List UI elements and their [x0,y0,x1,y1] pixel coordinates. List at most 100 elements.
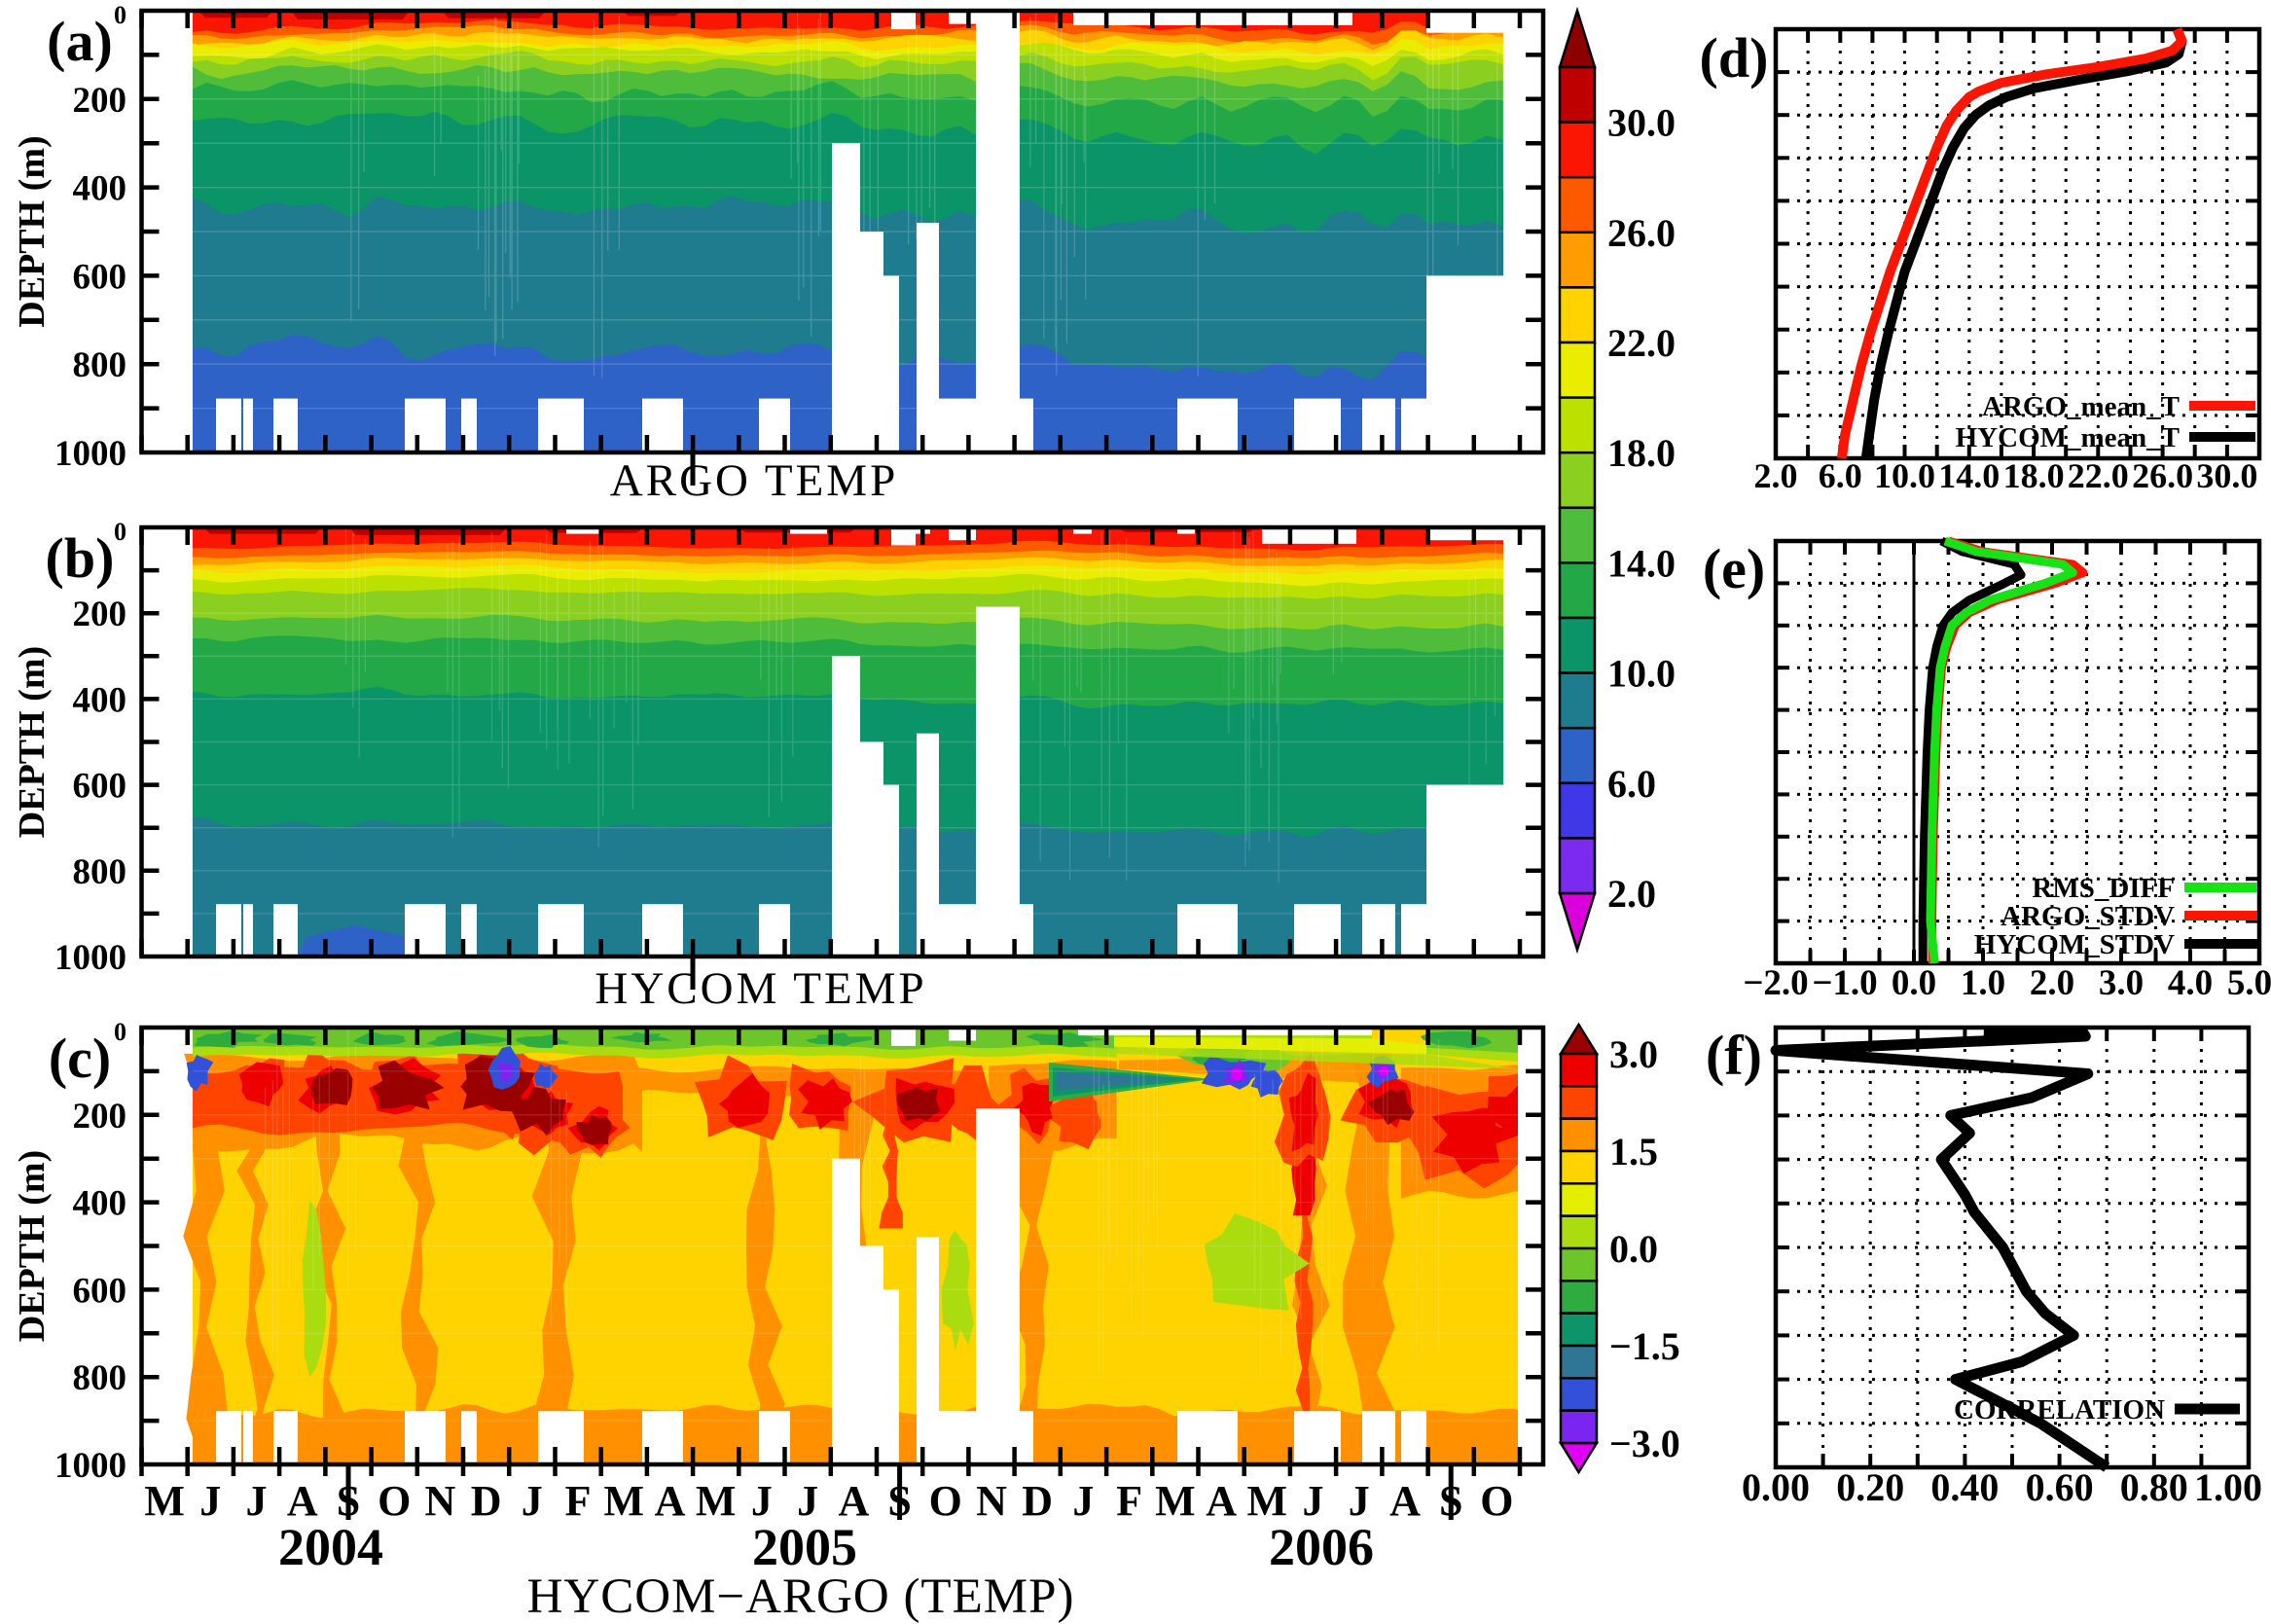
svg-text:A: A [1206,1477,1237,1525]
svg-text:22.0: 22.0 [1607,321,1676,365]
svg-text:2.0: 2.0 [2030,963,2074,1003]
svg-text:A: A [655,1477,686,1525]
svg-text:J: J [522,1477,543,1525]
svg-text:F: F [565,1477,592,1525]
svg-text:DEPTH (m): DEPTH (m) [12,135,53,327]
svg-text:30.0: 30.0 [2196,456,2257,495]
svg-text:400: 400 [73,169,127,209]
svg-text:A: A [839,1477,870,1525]
svg-text:18.0: 18.0 [2003,456,2065,495]
svg-text:M: M [1155,1477,1196,1525]
svg-text:(c): (c) [49,1027,111,1090]
svg-text:(b): (b) [46,526,115,590]
svg-text:N: N [425,1477,456,1525]
svg-text:200: 200 [73,81,127,121]
svg-text:M: M [604,1477,645,1525]
svg-text:A: A [1389,1477,1421,1525]
svg-text:J: J [1349,1477,1370,1525]
svg-text:800: 800 [73,345,127,385]
svg-text:O: O [929,1477,962,1525]
svg-text:ARGO TEMP: ARGO TEMP [610,455,898,506]
svg-text:30.0: 30.0 [1607,101,1676,145]
svg-text:14.0: 14.0 [1938,456,2000,495]
svg-text:D: D [1022,1477,1053,1525]
svg-text:1.00: 1.00 [2194,1465,2262,1509]
svg-text:2.0: 2.0 [1607,872,1656,916]
svg-text:2005: 2005 [752,1518,857,1576]
svg-text:N: N [976,1477,1007,1525]
svg-text:HYCOM_mean_T: HYCOM_mean_T [1956,422,2180,453]
svg-text:0.60: 0.60 [2026,1465,2094,1509]
svg-text:J: J [797,1477,818,1525]
svg-text:J: J [246,1477,268,1525]
svg-text:3.0: 3.0 [2099,963,2144,1003]
svg-text:J: J [1072,1477,1094,1525]
svg-text:400: 400 [73,680,127,720]
svg-text:400: 400 [73,1184,127,1224]
svg-text:1000: 1000 [54,1446,126,1486]
svg-text:−2.0: −2.0 [1743,963,1808,1003]
svg-text:J: J [751,1477,773,1525]
svg-text:DEPTH (m): DEPTH (m) [12,646,53,838]
svg-text:ARGO_mean_T: ARGO_mean_T [1982,391,2180,422]
svg-text:0.0: 0.0 [1892,963,1936,1003]
svg-text:HYCOM−ARGO (TEMP): HYCOM−ARGO (TEMP) [527,1570,1075,1624]
svg-text:3.0: 3.0 [1609,1032,1658,1076]
svg-text:0.40: 0.40 [1930,1465,1999,1509]
svg-text:600: 600 [73,1271,127,1311]
svg-text:(e): (e) [1703,537,1765,600]
svg-text:22.0: 22.0 [2068,456,2129,495]
svg-text:0.80: 0.80 [2120,1465,2188,1509]
svg-text:600: 600 [73,257,127,297]
svg-text:CORRELATION: CORRELATION [1954,1394,2165,1426]
svg-text:O: O [1480,1477,1513,1525]
svg-text:HYCOM TEMP: HYCOM TEMP [595,963,926,1014]
svg-text:6.0: 6.0 [1607,762,1656,806]
svg-text:800: 800 [73,1358,127,1398]
svg-text:200: 200 [73,595,127,634]
svg-text:1000: 1000 [54,434,126,474]
svg-text:M: M [1247,1477,1288,1525]
svg-text:HYCOM_STDV: HYCOM_STDV [1974,929,2175,960]
svg-text:0: 0 [114,1,126,29]
svg-text:−3.0: −3.0 [1609,1422,1680,1465]
svg-text:600: 600 [73,767,127,807]
svg-text:800: 800 [73,852,127,892]
svg-text:2.0: 2.0 [1754,456,1798,495]
svg-text:RMS_DIFF: RMS_DIFF [2032,873,2175,904]
svg-text:J: J [199,1477,221,1525]
svg-text:26.0: 26.0 [1607,211,1676,255]
svg-text:O: O [378,1477,411,1525]
svg-text:0.0: 0.0 [1609,1227,1658,1271]
svg-text:J: J [1303,1477,1324,1525]
svg-text:18.0: 18.0 [1607,431,1676,475]
svg-text:0.20: 0.20 [1836,1465,1904,1509]
svg-text:−1.5: −1.5 [1609,1324,1680,1368]
svg-text:2006: 2006 [1269,1518,1374,1576]
svg-text:4.0: 4.0 [2168,963,2213,1003]
svg-text:A: A [287,1477,318,1525]
svg-text:(f): (f) [1706,1024,1762,1087]
svg-text:26.0: 26.0 [2132,456,2193,495]
svg-text:(a): (a) [47,10,113,73]
svg-text:1.0: 1.0 [1961,963,2005,1003]
svg-text:6.0: 6.0 [1819,456,1862,495]
svg-text:10.0: 10.0 [1607,652,1676,696]
svg-text:10.0: 10.0 [1874,456,1935,495]
svg-text:(d): (d) [1700,26,1769,90]
svg-text:1.5: 1.5 [1609,1130,1658,1173]
svg-text:0: 0 [114,1018,126,1046]
svg-text:5.0: 5.0 [2227,963,2271,1003]
svg-text:2004: 2004 [278,1518,383,1576]
svg-text:1000: 1000 [54,938,126,978]
svg-text:F: F [1116,1477,1142,1525]
svg-text:14.0: 14.0 [1607,541,1676,585]
svg-text:0.00: 0.00 [1742,1465,1810,1509]
svg-text:200: 200 [73,1097,127,1137]
svg-text:0: 0 [114,518,126,546]
svg-text:D: D [471,1477,502,1525]
svg-text:DEPTH (m): DEPTH (m) [12,1150,53,1342]
svg-text:M: M [696,1477,737,1525]
svg-text:M: M [144,1477,185,1525]
svg-text:−1.0: −1.0 [1812,963,1877,1003]
